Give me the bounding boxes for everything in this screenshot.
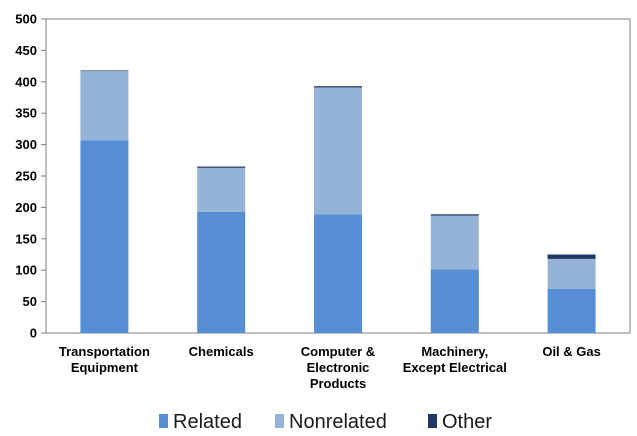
legend-label-other: Other: [442, 411, 492, 433]
bar-segment-other: [80, 70, 129, 72]
x-category-label-line: Transportation: [59, 344, 150, 359]
x-category-label: Transportation Equipment: [59, 344, 150, 375]
bar-segment-related: [197, 211, 246, 333]
y-tick-label: 500: [15, 12, 37, 27]
bar-segment-nonrelated: [547, 258, 596, 290]
y-tick-label: 250: [15, 169, 37, 184]
y-tick-label: 50: [23, 294, 37, 309]
y-tick-label: 100: [15, 263, 37, 278]
x-category-label: Computer & Electronic Products: [301, 344, 375, 391]
bar-segment-other: [197, 166, 246, 168]
legend: Related Nonrelated Other: [159, 411, 492, 433]
bar-segment-nonrelated: [314, 87, 362, 215]
x-category-label: Oil & Gas: [542, 344, 601, 359]
y-tick-label: 300: [15, 137, 37, 152]
y-tick-label: 150: [15, 231, 37, 246]
legend-label-related: Related: [173, 411, 242, 433]
x-category-label: Chemicals: [189, 344, 254, 359]
x-category-label-line: Oil & Gas: [542, 344, 601, 359]
bar-segment-other: [547, 254, 596, 259]
bar-segment-related: [547, 289, 596, 333]
bar-segment-related: [314, 214, 362, 333]
x-category-label: Machinery, Except Electrical: [403, 344, 507, 375]
x-category-label-line: Electronic: [307, 360, 370, 375]
y-axis: 0 50 100 150 200 250 300 350 400 450 500: [15, 12, 46, 341]
legend-swatch-nonrelated: [275, 414, 284, 428]
x-category-label-line: Equipment: [71, 360, 139, 375]
legend-label-nonrelated: Nonrelated: [289, 411, 387, 433]
bar-segment-nonrelated: [80, 71, 129, 141]
x-axis: Transportation Equipment Chemicals Computer…: [59, 344, 601, 391]
x-category-label-line: Products: [310, 376, 366, 391]
y-tick-label: 350: [15, 106, 37, 121]
bar-segment-nonrelated: [197, 167, 246, 212]
bar-segment-related: [430, 269, 479, 333]
x-category-label-line: Except Electrical: [403, 360, 507, 375]
x-category-label-line: Computer &: [301, 344, 375, 359]
x-category-label-line: Machinery,: [421, 344, 488, 359]
y-tick-label: 200: [15, 200, 37, 215]
y-tick-label: 0: [30, 326, 37, 341]
legend-swatch-related: [159, 414, 168, 428]
y-tick-label: 450: [15, 43, 37, 58]
y-tick-label: 400: [15, 74, 37, 89]
legend-swatch-other: [428, 414, 437, 428]
bar-segment-other: [314, 86, 362, 88]
bar-segment-nonrelated: [430, 215, 479, 270]
bar-segment-other: [430, 214, 479, 216]
x-category-label-line: Chemicals: [189, 344, 254, 359]
bars-group: [80, 70, 596, 333]
bar-segment-related: [80, 140, 129, 333]
